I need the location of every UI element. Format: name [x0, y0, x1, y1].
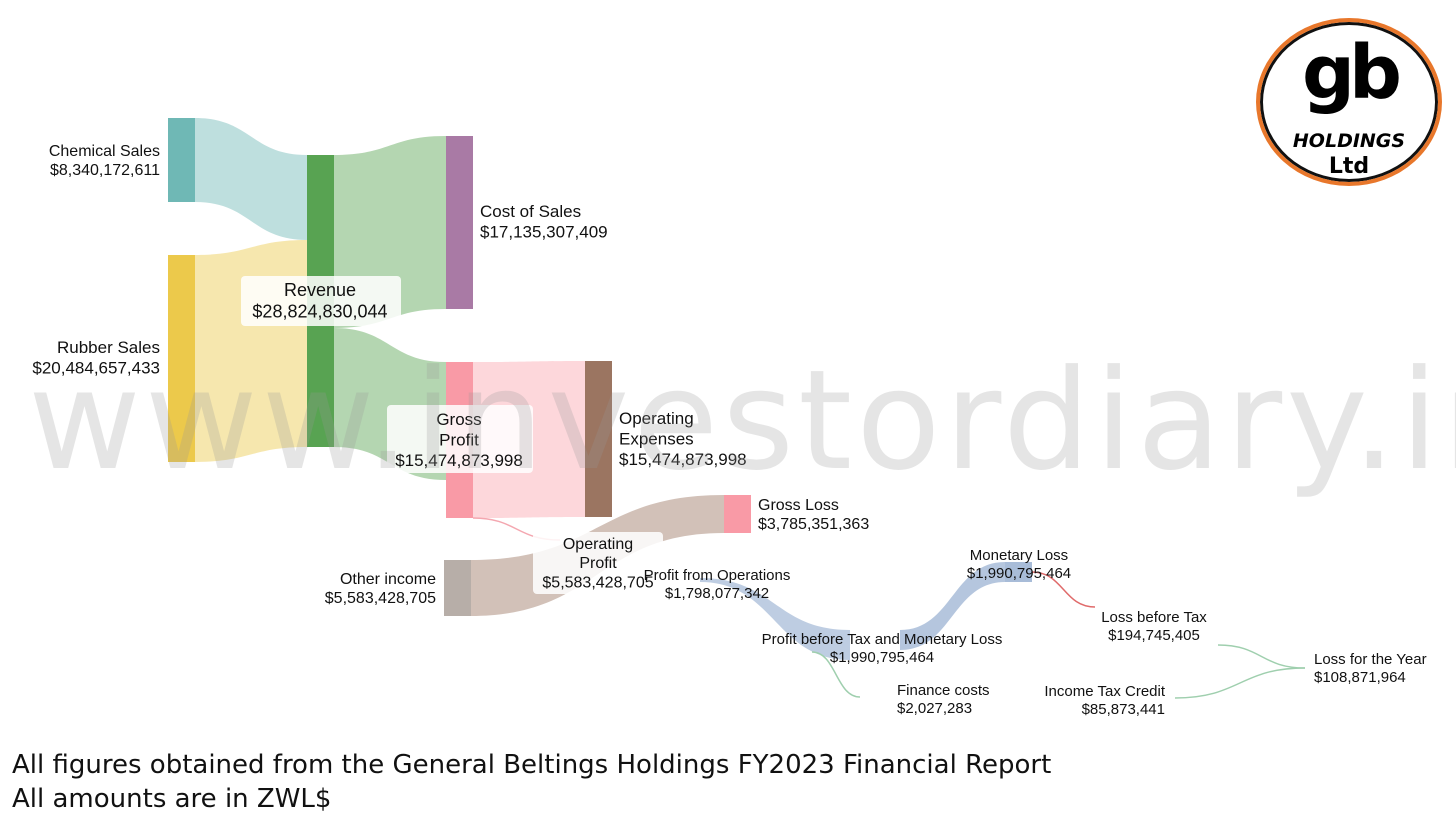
node-value-operating-expenses: $15,474,873,998 — [619, 450, 747, 469]
link-income-tax-to-loss-for-year — [1174, 667, 1306, 699]
link-chemical-to-revenue — [195, 118, 307, 240]
node-label-cost-of-sales: Cost of Sales $17,135,307,409 — [480, 202, 608, 241]
node-label-rubber-sales: Rubber Sales $20,484,657,433 — [32, 338, 160, 377]
node-label-monetary-loss: Monetary Loss $1,990,795,464 — [967, 547, 1071, 582]
node-value-gross-loss: $3,785,351,363 — [758, 516, 869, 533]
logo-holdings-text: HOLDINGS — [1292, 130, 1406, 152]
node-name-cost-of-sales: Cost of Sales — [480, 202, 581, 221]
node-name-operating-expenses-1: Operating — [619, 409, 694, 428]
node-name-gross-profit-2: Profit — [439, 430, 479, 449]
node-name-income-tax-credit: Income Tax Credit — [1044, 683, 1165, 700]
node-bar-gross-loss — [724, 495, 751, 533]
label-box-gross-profit — [387, 405, 533, 473]
node-name-operating-expenses-2: Expenses — [619, 429, 694, 448]
node-label-profit-from-operations: Profit from Operations $1,798,077,342 — [644, 567, 791, 602]
node-label-operating-profit: Operating Profit $5,583,428,705 — [542, 536, 653, 591]
footer-note: All figures obtained from the General Be… — [12, 748, 1051, 816]
node-name-revenue: Revenue — [284, 280, 356, 300]
node-name-monetary-loss: Monetary Loss — [970, 547, 1068, 564]
node-label-pbt-monetary: Profit before Tax and Monetary Loss $1,99… — [762, 631, 1003, 666]
logo-ltd-text: Ltd — [1328, 154, 1370, 179]
node-value-gross-profit: $15,474,873,998 — [395, 451, 523, 470]
link-monetary-to-loss-before-tax — [1031, 571, 1096, 608]
node-value-loss-for-year: $108,871,964 — [1314, 669, 1406, 686]
node-label-loss-before-tax: Loss before Tax $194,745,405 — [1101, 609, 1207, 644]
label-box-revenue — [241, 276, 401, 326]
node-name-profit-from-operations: Profit from Operations — [644, 567, 791, 584]
node-name-finance-costs: Finance costs — [897, 682, 990, 699]
node-value-loss-before-tax: $194,745,405 — [1108, 627, 1200, 644]
node-bar-cost-of-sales — [446, 136, 473, 309]
footer-currency-line: All amounts are in ZWL$ — [12, 784, 332, 814]
link-pbt-to-monetary-loss — [900, 562, 1005, 650]
node-name-loss-before-tax: Loss before Tax — [1101, 609, 1207, 626]
node-label-gross-profit: Gross Profit $15,474,873,998 — [395, 410, 523, 470]
node-name-loss-for-year: Loss for the Year — [1314, 651, 1427, 668]
node-name-operating-profit-2: Profit — [579, 555, 617, 572]
node-value-cost-of-sales: $17,135,307,409 — [480, 222, 608, 241]
node-bar-operating-expenses — [585, 361, 612, 517]
node-bar-monetary-loss — [1005, 562, 1032, 582]
link-pbt-to-finance-costs — [811, 651, 861, 698]
node-bar-chemical-sales — [168, 118, 195, 202]
node-name-other-income: Other income — [340, 571, 436, 588]
company-logo: gb HOLDINGS Ltd — [1256, 18, 1442, 186]
node-label-gross-loss: Gross Loss $3,785,351,363 — [758, 497, 869, 533]
node-value-income-tax-credit: $85,873,441 — [1082, 701, 1165, 718]
node-name-pbt-monetary: Profit before Tax and Monetary Loss — [762, 631, 1003, 648]
node-label-finance-costs: Finance costs $2,027,283 — [897, 682, 990, 717]
node-value-profit-from-operations: $1,798,077,342 — [665, 585, 769, 602]
node-value-rubber-sales: $20,484,657,433 — [32, 358, 160, 377]
node-value-monetary-loss: $1,990,795,464 — [967, 565, 1071, 582]
node-value-operating-profit: $5,583,428,705 — [542, 574, 653, 591]
node-bar-other-income — [444, 560, 471, 616]
node-value-pbt-monetary: $1,990,795,464 — [830, 649, 934, 666]
link-rubber-to-revenue — [195, 240, 307, 462]
node-value-revenue: $28,824,830,044 — [252, 302, 387, 322]
node-name-rubber-sales: Rubber Sales — [57, 338, 160, 357]
node-name-chemical-sales: Chemical Sales — [49, 143, 160, 160]
node-value-finance-costs: $2,027,283 — [897, 700, 972, 717]
node-label-chemical-sales: Chemical Sales $8,340,172,611 — [49, 143, 160, 179]
node-bar-rubber-sales — [168, 255, 195, 462]
label-box-operating-profit — [533, 532, 663, 594]
node-label-other-income: Other income $5,583,428,705 — [325, 571, 436, 607]
node-label-revenue: Revenue $28,824,830,044 — [252, 280, 387, 322]
node-name-gross-loss: Gross Loss — [758, 497, 839, 514]
node-name-operating-profit-1: Operating — [563, 536, 633, 553]
node-label-loss-for-year: Loss for the Year $108,871,964 — [1314, 651, 1427, 686]
node-name-gross-profit-1: Gross — [436, 410, 481, 429]
footer-source-line: All figures obtained from the General Be… — [12, 750, 1052, 780]
node-value-other-income: $5,583,428,705 — [325, 590, 436, 607]
node-value-chemical-sales: $8,340,172,611 — [50, 162, 160, 179]
node-label-operating-expenses: Operating Expenses $15,474,873,998 — [619, 409, 747, 469]
link-loss-before-tax-to-loss-for-year — [1217, 644, 1306, 669]
link-operations-to-pbt — [700, 578, 850, 660]
node-label-income-tax-credit: Income Tax Credit $85,873,441 — [1044, 683, 1165, 718]
logo-mark: gb — [1302, 30, 1402, 116]
